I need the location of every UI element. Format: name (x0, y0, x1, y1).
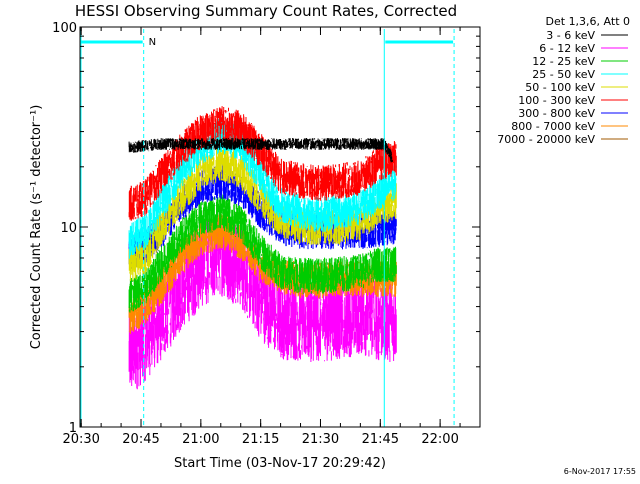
legend-label-4: 50 - 100 keV (525, 81, 595, 94)
legend-label-5: 100 - 300 keV (518, 94, 595, 107)
generated-timestamp: 6-Nov-2017 17:55 (564, 467, 636, 476)
x-axis-title: Start Time (03-Nov-17 20:29:42) (174, 456, 386, 471)
legend-label-0: 3 - 6 keV (546, 29, 595, 42)
legend-label-1: 6 - 12 keV (539, 42, 595, 55)
axis-layer: 20:30 20:45 21:00 21:15 21:30 21:45 22:00 1 10 10… (52, 21, 481, 447)
y-tick-label: 1 (69, 421, 77, 436)
legend-label-7: 800 - 7000 keV (511, 120, 595, 133)
series-3-6kev (128, 138, 393, 163)
y-axis-title: Corrected Count Rate (s⁻¹ detector⁻¹) (29, 105, 44, 350)
plot-layer: N (80, 29, 455, 427)
legend-label-8: 7000 - 20000 keV (497, 133, 595, 146)
chart-title: HESSI Observing Summary Count Rates, Cor… (75, 2, 457, 20)
x-tick-label: 20:30 (62, 432, 99, 447)
y-tick-label: 10 (60, 221, 77, 236)
x-tick-label: 21:15 (242, 432, 279, 447)
y-tick-label: 100 (52, 21, 77, 36)
x-tick-label: 20:45 (122, 432, 159, 447)
series-12-25kev (128, 194, 397, 313)
night-label-n: N (149, 37, 156, 48)
x-tick-label: 21:45 (362, 432, 399, 447)
x-tick-label: 21:30 (302, 432, 339, 447)
x-tick-label: 22:00 (421, 432, 458, 447)
legend-label-3: 25 - 50 keV (532, 68, 595, 81)
x-tick-label: 21:00 (182, 432, 219, 447)
legend-label-6: 300 - 800 keV (518, 107, 595, 120)
legend-label-2: 12 - 25 keV (532, 55, 595, 68)
legend-title: Det 1,3,6, Att 0 (546, 15, 630, 28)
